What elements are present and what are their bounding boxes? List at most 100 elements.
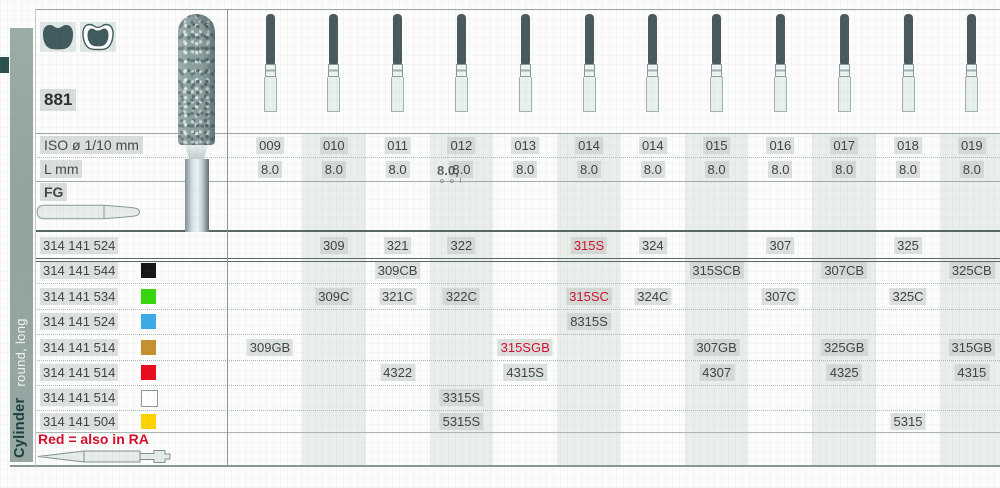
product-code-cell: 315GB [948, 338, 996, 356]
product-code-cell: 325CB [948, 262, 995, 279]
product-code-cell: 325C [889, 287, 927, 305]
bur-icon-collar [711, 64, 723, 77]
column-shade-band [684, 133, 749, 465]
bur-icon-head [648, 14, 658, 64]
bur-icon-head [775, 14, 785, 64]
bur-icon-shank [901, 77, 915, 112]
bur-tip-icon [454, 14, 469, 112]
category-sidebar [10, 28, 33, 462]
bur-icon-shank [582, 77, 596, 112]
grit-swatch [141, 288, 156, 304]
order-number: 314 141 524 [40, 236, 119, 254]
bur-icon-shank [837, 77, 851, 112]
shank-type-label: FG [40, 183, 68, 201]
grit-swatch [141, 263, 156, 278]
bur-icon-shank [965, 77, 979, 112]
scan-artifact-ghost: 8.0, [437, 163, 459, 178]
divider-line [35, 360, 1000, 361]
column-length-value: 8.0 [704, 160, 729, 178]
column-iso-value: 019 [957, 136, 986, 154]
column-iso-value: 018 [894, 136, 922, 154]
bur-tip-icon [645, 14, 660, 112]
bur-photo-neck [184, 145, 209, 159]
divider-line [35, 157, 1000, 158]
product-code-cell: 309GB [246, 338, 294, 356]
bur-icon-head [265, 14, 275, 64]
bur-icon-collar [774, 64, 786, 77]
product-code-cell: 315S [570, 236, 608, 254]
column-iso-value: 009 [256, 136, 284, 154]
product-code-cell: 321 [383, 236, 412, 254]
divider-line [35, 410, 1000, 411]
product-code-cell: 5315 [890, 412, 926, 430]
bur-tip-icon [964, 14, 979, 112]
bur-icon-shank [710, 77, 724, 112]
bur-icon-head [456, 14, 466, 64]
product-code-cell: 325 [894, 236, 922, 254]
series-number: 881 [40, 89, 77, 111]
bur-tip-icon [518, 14, 533, 112]
product-code-cell: 4307 [699, 364, 735, 381]
order-number: 314 141 514 [40, 338, 119, 356]
order-number: 314 141 524 [40, 313, 119, 330]
bur-icon-shank [263, 77, 277, 112]
length-label: L mm [40, 160, 83, 178]
column-length-value: 8.0 [576, 160, 602, 178]
product-code-cell: 322C [442, 287, 480, 305]
bur-icon-collar [455, 64, 467, 77]
bur-tip-icon [582, 14, 597, 112]
bur-icon-collar [647, 64, 659, 77]
product-code-cell: 325GB [820, 338, 868, 356]
bur-icon-head [329, 14, 339, 64]
scan-artifact-dots: o o I [440, 178, 464, 185]
bur-icon-collar [902, 64, 914, 77]
bur-tip-icon [901, 14, 916, 112]
product-code-cell: 321C [379, 287, 417, 305]
column-iso-value: 014 [575, 136, 603, 154]
product-code-cell: 309 [319, 236, 348, 254]
page-edge-marker [0, 57, 9, 73]
bur-icon-collar [966, 64, 978, 77]
bur-icon-collar [392, 64, 404, 77]
molar-outline-icon [80, 22, 116, 52]
table-bottom-border [10, 465, 1000, 467]
column-length-value: 8.0 [321, 160, 346, 178]
column-iso-value: 017 [830, 136, 859, 154]
column-length-value: 8.0 [640, 160, 665, 178]
product-code-cell: 322 [447, 236, 476, 254]
column-iso-value: 015 [702, 136, 731, 154]
bur-icon-collar [328, 64, 340, 77]
bur-photo-shank [185, 159, 209, 232]
column-length-value: 8.0 [449, 160, 474, 178]
bur-icon-head [393, 14, 403, 64]
order-number: 314 141 514 [40, 389, 119, 406]
bur-icon-head [520, 14, 530, 64]
product-code-cell: 8315S [567, 313, 611, 330]
iso-diameter-label: ISO ø 1/10 mm [40, 136, 143, 154]
column-iso-value: 013 [511, 136, 540, 154]
bur-tip-icon [773, 14, 788, 112]
ra-bur-icon [37, 447, 172, 471]
bur-icon-head [839, 14, 849, 64]
bur-icon-head [967, 14, 977, 64]
product-code-cell: 315SC [566, 287, 612, 305]
product-code-cell: 5315S [439, 412, 484, 430]
bur-icon-head [584, 14, 594, 64]
product-code-cell: 4325 [826, 364, 862, 381]
column-iso-value: 011 [384, 136, 411, 154]
grit-swatch [141, 413, 156, 429]
column-length-value: 8.0 [257, 160, 283, 178]
order-number: 314 141 514 [40, 364, 119, 381]
column-iso-value: 010 [319, 136, 348, 154]
bur-icon-shank [391, 77, 405, 112]
product-code-cell: 4315S [503, 364, 547, 381]
bur-tip-icon [837, 14, 852, 112]
column-length-value: 8.0 [832, 160, 857, 178]
bur-icon-collar [838, 64, 850, 77]
product-code-cell: 315SCB [689, 262, 744, 279]
molar-solid-icon [40, 22, 76, 52]
bur-tip-icon [709, 14, 724, 112]
divider-line [35, 133, 1000, 134]
bur-tip-icon [326, 14, 341, 112]
column-length-value: 8.0 [895, 160, 921, 178]
